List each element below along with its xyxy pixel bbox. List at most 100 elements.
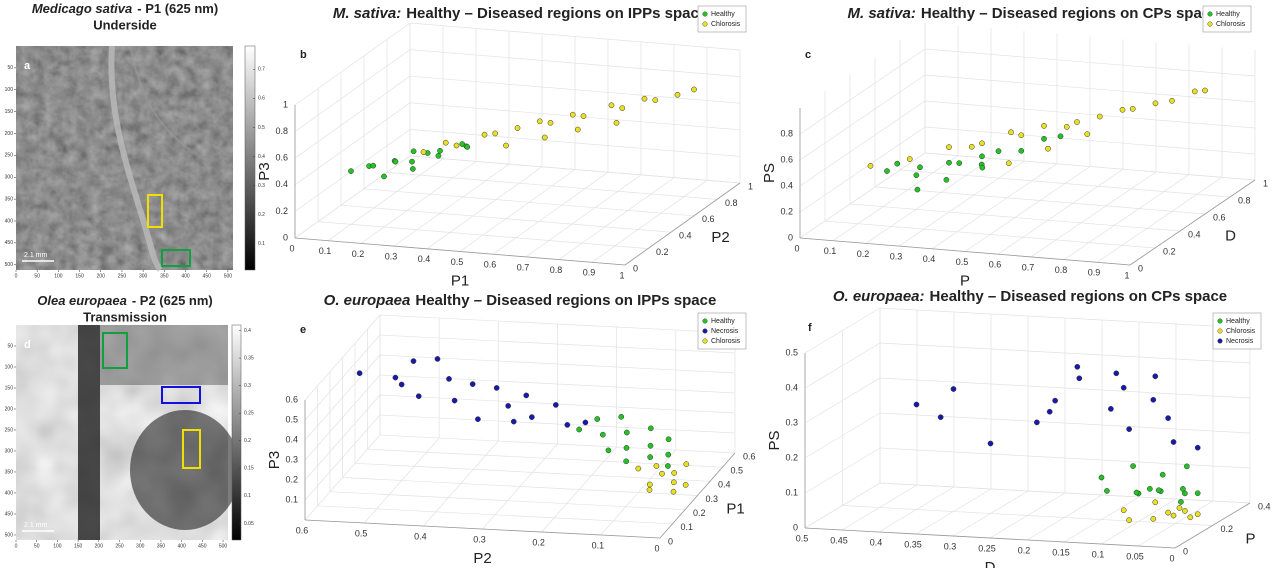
data-point xyxy=(415,393,422,400)
x-tick-label: 0.6 xyxy=(296,525,309,535)
grid-line xyxy=(591,180,708,263)
y-tick-label: 0 xyxy=(1138,263,1143,273)
species-name: M. sativa: xyxy=(333,5,401,22)
data-point xyxy=(914,186,921,193)
z-tick-label: 0.6 xyxy=(285,394,298,404)
z-tick-label: 0 xyxy=(793,522,798,532)
axis-edge xyxy=(294,237,626,266)
grid-line xyxy=(342,477,698,496)
x-tick-label: 350 xyxy=(157,543,166,549)
data-point xyxy=(665,463,671,469)
data-point xyxy=(1176,505,1183,511)
data-point xyxy=(913,401,920,408)
data-point xyxy=(956,160,963,166)
data-point xyxy=(613,119,620,126)
grid-line xyxy=(924,48,1256,77)
panel-letter: d xyxy=(24,339,31,351)
grid-line xyxy=(804,412,881,459)
grid-line xyxy=(459,169,576,252)
legend-label: Healthy xyxy=(711,318,735,325)
data-point xyxy=(917,164,923,171)
grid-line xyxy=(492,171,609,255)
z-tick-label: 0.2 xyxy=(285,474,298,484)
legend-marker xyxy=(1207,21,1213,27)
axis-edge xyxy=(659,452,736,539)
data-point xyxy=(1150,515,1157,522)
data-point xyxy=(1191,88,1198,95)
z-tick-label: 0.2 xyxy=(785,452,798,462)
x-tick-label: 0.1 xyxy=(592,540,605,550)
y-tick-label: 0.6 xyxy=(702,214,715,224)
data-point xyxy=(623,429,630,436)
y-axis-label: D xyxy=(1225,227,1236,244)
data-point xyxy=(605,447,612,454)
z-tick-label: 1 xyxy=(283,99,288,109)
grid-line xyxy=(804,307,881,354)
y-tick-label: 200 xyxy=(5,131,14,137)
data-point xyxy=(1018,148,1025,154)
legend-box xyxy=(697,5,747,33)
grid-line xyxy=(1063,174,1190,260)
data-point xyxy=(1096,113,1103,120)
data-point xyxy=(1074,119,1080,125)
data-point xyxy=(1057,133,1064,140)
y-tick-label: 300 xyxy=(5,175,14,181)
x-tick-label: 500 xyxy=(224,273,233,279)
data-point xyxy=(641,95,648,102)
legend-label: Necrosis xyxy=(711,328,739,335)
colorbar-tick-label: 0.1 xyxy=(258,241,265,247)
grid-line xyxy=(386,172,718,200)
y-tick-label: 50 xyxy=(7,343,13,349)
grid-line xyxy=(558,177,675,260)
y-tick-label: 0.4 xyxy=(1188,229,1201,239)
y-tick-label: 0 xyxy=(633,263,638,273)
x-tick-label: 50 xyxy=(34,273,40,279)
data-point xyxy=(1108,406,1114,412)
legend-marker xyxy=(702,318,708,324)
data-point xyxy=(1155,487,1162,494)
x-tick-label: 100 xyxy=(53,543,62,549)
scale-bar-label: 2.1 mm xyxy=(24,522,48,529)
data-point xyxy=(1182,508,1188,514)
data-point xyxy=(1130,463,1136,469)
z-tick-label: 0.4 xyxy=(285,434,298,444)
legend-marker xyxy=(1207,11,1213,17)
data-point xyxy=(1152,100,1159,107)
colorbar-tick-label: 0.2 xyxy=(244,438,251,444)
grid-line xyxy=(367,448,723,468)
data-point xyxy=(659,470,665,477)
title-text: Healthy – Diseased regions on IPPs space xyxy=(406,5,707,22)
legend-marker xyxy=(702,21,708,27)
data-point xyxy=(434,356,441,362)
y-tick-label: 0.1 xyxy=(681,522,694,532)
y-axis-label: P2 xyxy=(711,229,729,246)
data-point xyxy=(451,397,458,404)
scale-bar-label: 2.1 mm xyxy=(24,252,48,259)
y-tick-label: 0.2 xyxy=(693,508,706,518)
z-tick-label: 0.4 xyxy=(785,382,798,392)
x-tick-label: 0.8 xyxy=(550,265,563,275)
y-tick-label: 200 xyxy=(5,406,14,412)
colorbar-tick-label: 0.7 xyxy=(258,67,265,73)
y-tick-label: 0.4 xyxy=(679,231,692,241)
y-tick-label: 500 xyxy=(5,262,14,268)
data-point xyxy=(492,130,499,137)
y-tick-label: 0 xyxy=(1183,546,1188,556)
x-tick-label: 0.2 xyxy=(857,249,870,259)
x-tick-label: 0.9 xyxy=(1088,268,1101,278)
data-point xyxy=(1170,512,1177,519)
grid-line xyxy=(924,74,1256,103)
x-tick-label: 450 xyxy=(203,273,212,279)
grid-line xyxy=(379,434,736,454)
data-point xyxy=(1052,397,1058,404)
x-tick-label: 300 xyxy=(139,273,148,279)
grid-line xyxy=(964,166,1091,252)
x-tick-label: 0.1 xyxy=(824,246,837,256)
data-point xyxy=(475,416,481,423)
data-point xyxy=(547,119,554,126)
data-point xyxy=(653,463,660,469)
z-tick-label: 0.4 xyxy=(780,180,793,190)
z-axis-label: PS xyxy=(761,163,778,183)
grid-line xyxy=(360,161,477,244)
grid-line xyxy=(304,334,381,421)
